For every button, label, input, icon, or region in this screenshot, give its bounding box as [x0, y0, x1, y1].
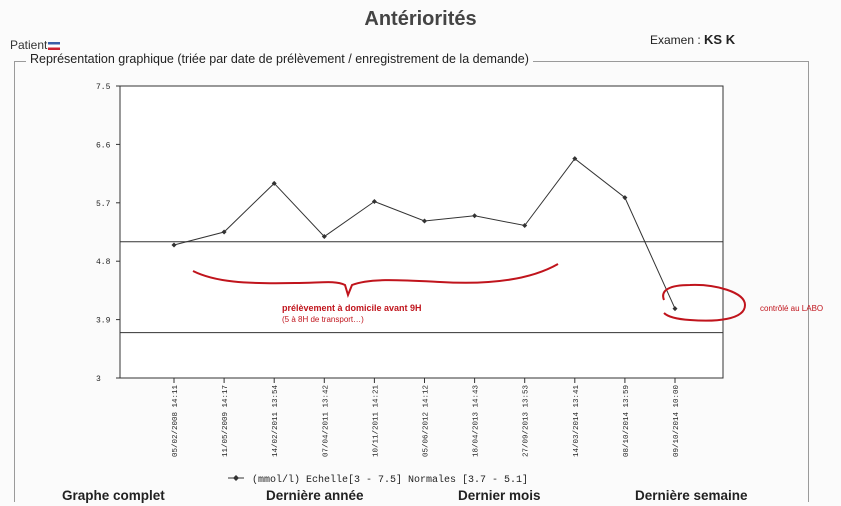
y-axis: 7.5 6.6 5.7 4.8 3.9 3 [96, 83, 120, 384]
x-tick-label: 18/04/2013 14:43 [473, 385, 481, 458]
x-axis: 05/02/2008 14:11 11/05/2009 14:17 14/02/20… [172, 378, 681, 457]
tab-derniere-semaine[interactable]: Dernière semaine [635, 488, 748, 503]
data-point [271, 180, 277, 186]
x-tick-label: 09/10/2014 10:00 [673, 385, 681, 458]
y-tick-label: 7.5 [96, 83, 111, 92]
data-point [171, 242, 177, 248]
annotation-sub: (5 à 8H de transport…) [282, 315, 364, 324]
y-tick-label: 4.8 [96, 258, 111, 267]
y-tick-label: 6.6 [96, 141, 111, 150]
series-points [171, 156, 678, 312]
x-tick-label: 07/04/2011 13:42 [322, 385, 330, 457]
patient-label: Patient [10, 38, 61, 52]
x-tick-label: 14/03/2014 13:41 [573, 385, 581, 458]
tab-dernier-mois[interactable]: Dernier mois [458, 488, 541, 503]
data-point [622, 195, 628, 201]
x-tick-label: 05/02/2008 14:11 [172, 385, 180, 458]
plot-area [119, 85, 724, 379]
annotation-brace [192, 263, 559, 299]
data-point [221, 229, 227, 235]
data-point [422, 218, 427, 224]
data-point [472, 213, 478, 219]
data-point [371, 199, 377, 205]
annotation-main: prélèvement à domicile avant 9H [282, 303, 422, 313]
x-tick-label: 08/10/2014 13:59 [623, 385, 631, 457]
normal-range-lines [120, 241, 723, 334]
data-point [672, 306, 678, 312]
y-tick-label: 5.7 [96, 200, 111, 209]
data-point [572, 156, 578, 162]
data-point [321, 234, 327, 240]
page-title: Antériorités [364, 8, 477, 30]
x-tick-label: 10/11/2011 14:21 [372, 385, 380, 458]
y-tick-label: 3 [96, 375, 101, 384]
patient-label-text: Patient [10, 38, 48, 52]
tab-graphe-complet[interactable]: Graphe complet [62, 488, 165, 503]
x-tick-label: 14/02/2011 13:54 [272, 385, 280, 458]
tab-derniere-annee[interactable]: Dernière année [266, 488, 364, 503]
legend-label: (mmol/l) Echelle[3 - 7.5] Normales [3.7 … [252, 474, 528, 486]
x-tick-label: 11/05/2009 14:17 [222, 385, 230, 457]
annotation-circle [662, 283, 747, 322]
examen-label: Examen : [650, 33, 701, 47]
legend-marker [233, 475, 239, 481]
examen-value: KS K [704, 32, 736, 47]
annotation-right: contrôlé au LABO [760, 304, 823, 313]
examen-info: Examen : KS K [650, 32, 735, 47]
data-point [522, 223, 528, 229]
y-tick-label: 3.9 [96, 317, 111, 326]
x-tick-label: 05/06/2012 14:12 [423, 385, 431, 457]
flag-icon [48, 41, 61, 50]
legend: (mmol/l) Echelle[3 - 7.5] Normales [3.7 … [228, 474, 528, 486]
x-tick-label: 27/09/2013 13:53 [523, 385, 531, 458]
chart-section-caption: Représentation graphique (triée par date… [26, 52, 533, 66]
